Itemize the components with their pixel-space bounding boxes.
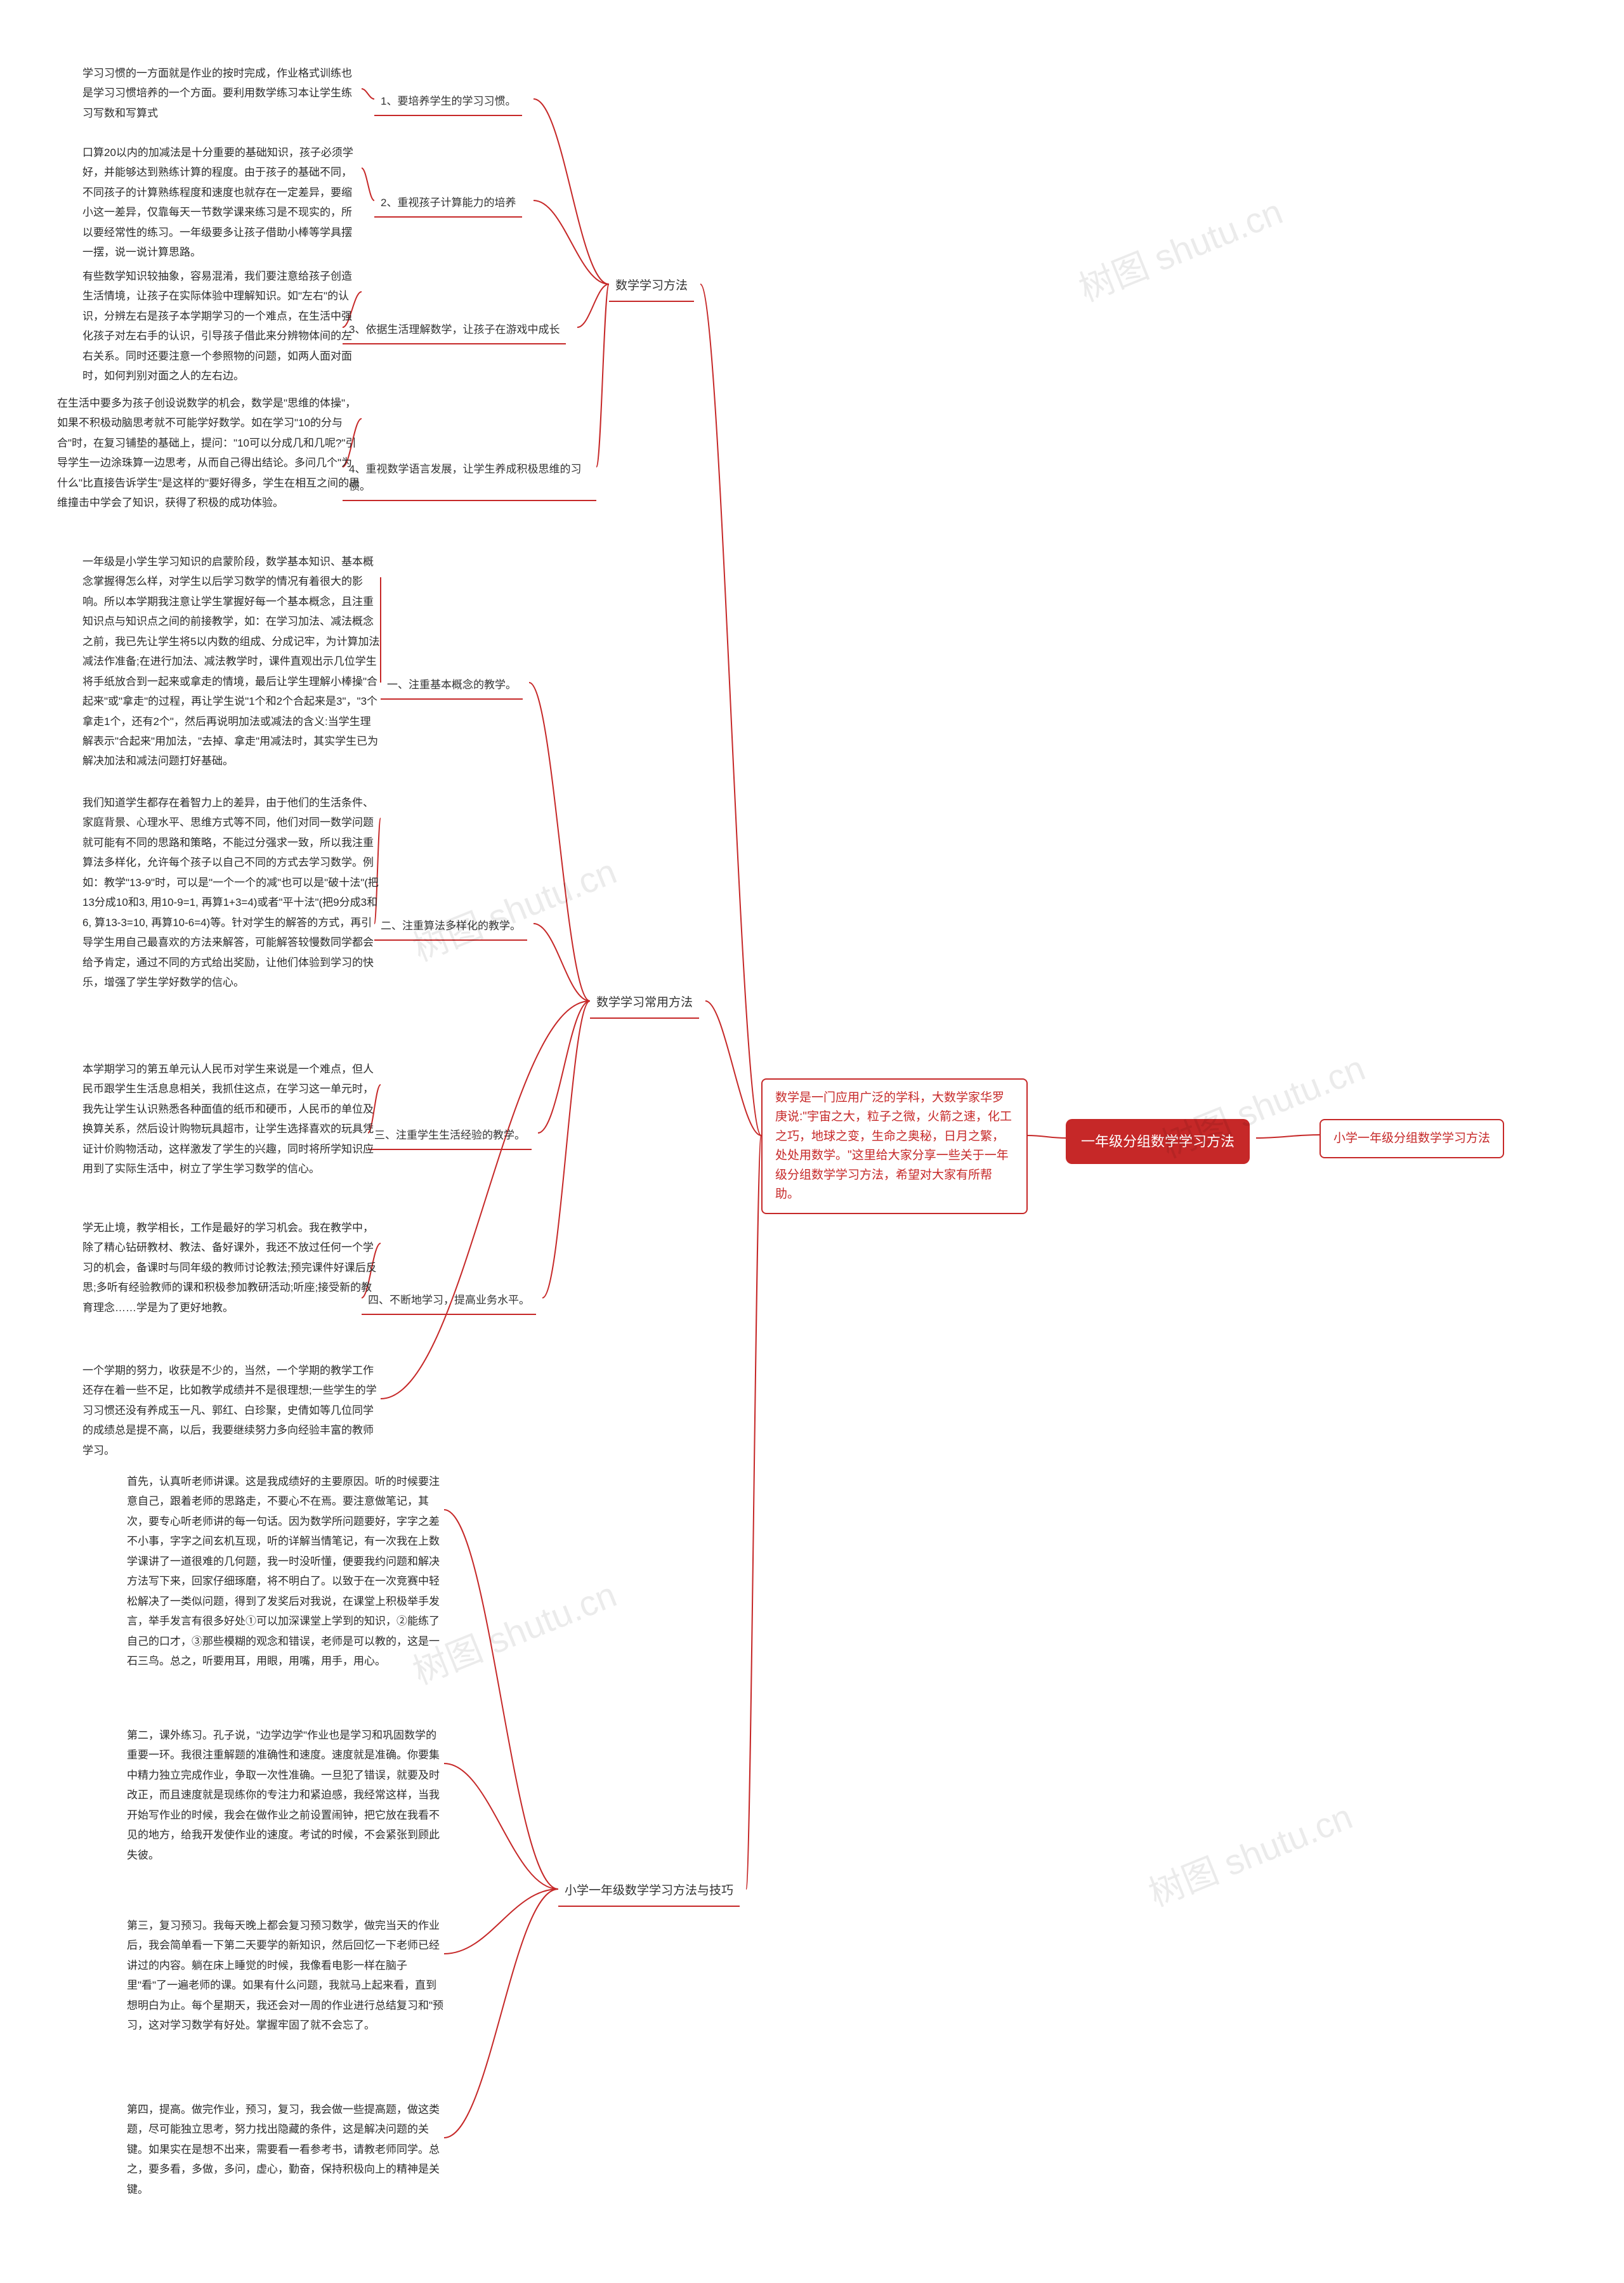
section-branch: 数学学习常用方法 <box>590 990 699 1019</box>
leaf-label: 四、不断地学习，提高业务水平。 <box>362 1288 536 1315</box>
leaf-body: 第四，提高。做完作业，预习，复习，我会做一些提高题，做这类题，尽可能独立思考，努… <box>127 2100 444 2199</box>
leaf-body: 第三，复习预习。我每天晚上都会复习预习数学，做完当天的作业后，我会简单看一下第二… <box>127 1916 444 2036</box>
leaf-label: 二、注重算法多样化的教学。 <box>374 913 527 941</box>
leaf-body: 一年级是小学生学习知识的启蒙阶段，数学基本知识、基本概念掌握得怎么样，对学生以后… <box>82 552 381 771</box>
leaf-body: 口算20以内的加减法是十分重要的基础知识，孩子必须学好，并能够达到熟练计算的程度… <box>82 143 362 263</box>
intro-box: 数学是一门应用广泛的学科，大数学家华罗庚说:"宇宙之大，粒子之微，火箭之速，化工… <box>761 1078 1028 1214</box>
leaf-label: 4、重视数学语言发展，让学生养成积极思维的习惯。 <box>343 457 596 501</box>
leaf-body: 学习习惯的一方面就是作业的按时完成，作业格式训练也是学习习惯培养的一个方面。要利… <box>82 63 362 123</box>
root-node: 一年级分组数学学习方法 <box>1066 1119 1250 1164</box>
leaf-body: 有些数学知识较抽象，容易混淆，我们要注意给孩子创造生活情境，让孩子在实际体验中理… <box>82 266 362 386</box>
leaf-body: 首先，认真听老师讲课。这是我成绩好的主要原因。听的时候要注意自己，跟着老师的思路… <box>127 1472 444 1671</box>
leaf-label: 三、注重学生生活经验的教学。 <box>368 1123 532 1150</box>
leaf-body: 一个学期的努力，收获是不少的，当然，一个学期的教学工作还存在着一些不足，比如教学… <box>82 1361 381 1460</box>
watermark: 树图 shutu.cn <box>1070 183 1289 311</box>
leaf-body: 在生活中要多为孩子创设说数学的机会，数学是"思维的体操"，如果不积极动脑思考就不… <box>57 393 362 513</box>
section-branch: 小学一年级数学学习方法与技巧 <box>558 1878 740 1907</box>
leaf-body: 本学期学习的第五单元认人民币对学生来说是一个难点，但人民币跟学生生活息息相关，我… <box>82 1059 381 1179</box>
leaf-body: 我们知道学生都存在着智力上的差异，由于他们的生活条件、家庭背景、心理水平、思维方… <box>82 793 381 992</box>
watermark: 树图 shutu.cn <box>1140 1788 1359 1916</box>
leaf-label: 3、依据生活理解数学，让孩子在游戏中成长 <box>343 317 566 344</box>
section-branch: 数学学习方法 <box>609 273 694 302</box>
leaf-label: 1、要培养学生的学习习惯。 <box>374 89 522 116</box>
watermark: 树图 shutu.cn <box>404 843 623 971</box>
right-child-node: 小学一年级分组数学学习方法 <box>1320 1119 1504 1158</box>
leaf-label: 一、注重基本概念的教学。 <box>381 672 523 700</box>
leaf-body: 学无止境，教学相长，工作是最好的学习机会。我在教学中，除了精心钻研教材、教法、备… <box>82 1218 381 1318</box>
leaf-body: 第二，课外练习。孔子说，"边学边学"作业也是学习和巩固数学的重要一环。我很注重解… <box>127 1725 444 1865</box>
leaf-label: 2、重视孩子计算能力的培养 <box>374 190 522 218</box>
